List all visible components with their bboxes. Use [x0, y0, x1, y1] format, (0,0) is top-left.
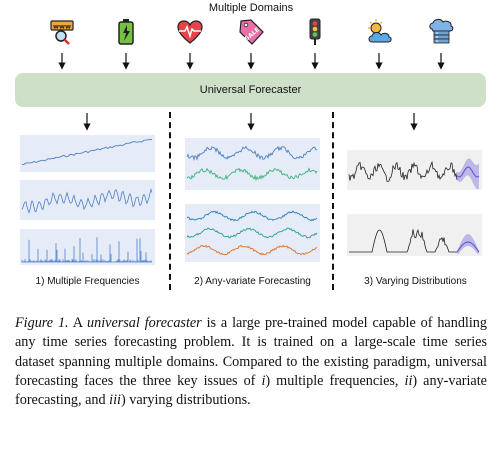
universal-forecaster-box: Universal Forecaster	[15, 73, 486, 107]
trivariate-series-panel	[185, 204, 320, 262]
bivariate-series-panel	[185, 138, 320, 190]
figure-label: Figure 1.	[15, 315, 69, 331]
normal-distribution-panel	[347, 150, 482, 190]
seasonal-series-line	[21, 188, 153, 214]
variate-3-line	[186, 244, 318, 256]
web-search-icon: www	[49, 18, 75, 46]
weather-icon	[366, 18, 392, 46]
heartbeat-icon	[177, 18, 203, 46]
svg-text:www: www	[53, 23, 71, 31]
variate-1-line	[186, 210, 318, 222]
cloud-server-icon	[428, 18, 454, 46]
section-divider-left	[169, 112, 171, 290]
icon-arrows	[58, 53, 445, 131]
section-label-any-variate: 2) Any-variate Forecasting	[194, 276, 311, 287]
low-frequency-series-panel	[20, 135, 155, 172]
forecast-series-line	[456, 241, 480, 253]
caption-term: universal forecaster	[87, 315, 202, 331]
spiky-series-line	[21, 237, 152, 263]
battery-icon	[113, 18, 139, 46]
variate-2-line	[186, 167, 318, 182]
medium-frequency-series-panel	[20, 180, 155, 220]
forecast-uncertainty-band	[457, 158, 479, 190]
high-frequency-series-panel	[20, 229, 155, 265]
sparse-distribution-panel	[347, 214, 482, 256]
section-label-varying-distributions: 3) Varying Distributions	[364, 276, 467, 287]
diagram-title: Multiple Domains	[208, 2, 294, 14]
universal-forecaster-label: Universal Forecaster	[199, 84, 302, 96]
variate-1-line	[186, 145, 317, 162]
figure-caption: Figure 1. A universal forecaster is a la…	[15, 315, 487, 409]
history-series-line	[349, 228, 457, 253]
forecast-series-line	[456, 166, 480, 178]
section-label-multiple-frequencies: 1) Multiple Frequencies	[35, 276, 140, 287]
traffic-light-icon	[302, 18, 328, 46]
forecast-uncertainty-band	[457, 234, 479, 254]
trend-series-line	[21, 138, 153, 166]
history-series-line	[348, 160, 458, 182]
variate-2-line	[186, 227, 318, 239]
sale-tag-icon: SALE	[238, 18, 264, 46]
section-divider-right	[332, 112, 334, 290]
